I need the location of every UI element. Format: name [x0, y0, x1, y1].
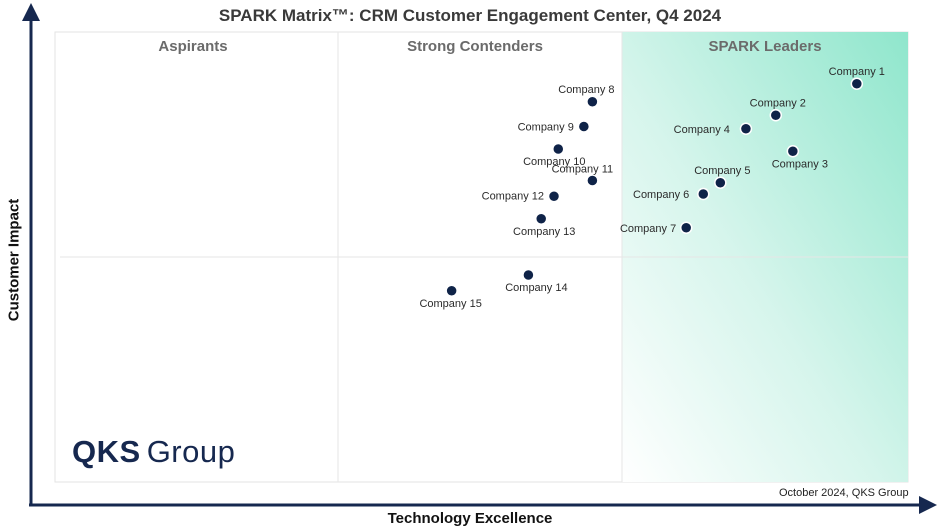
- point-company-4: [739, 122, 753, 135]
- point-label-company-5: Company 5: [694, 165, 750, 177]
- point-company-15: [445, 284, 458, 297]
- y-axis-label: Customer Impact: [5, 198, 23, 322]
- point-company-9: [577, 120, 591, 133]
- point-company-12: [547, 190, 561, 203]
- point-company-2: [769, 109, 783, 122]
- point-label-company-6: Company 6: [633, 189, 689, 201]
- quadrant-label-aspirants: Aspirants: [158, 38, 227, 55]
- x-axis-label: Technology Excellence: [387, 510, 553, 527]
- point-label-company-10: Company 10: [523, 156, 585, 168]
- data-points: Company 1 Company 2 Company 3 Company 4 Comp…: [419, 66, 884, 310]
- point-label-company-7: Company 7: [620, 223, 676, 235]
- quadrant-label-strong-contenders: Strong Contenders: [407, 38, 543, 55]
- point-company-5: [714, 176, 727, 189]
- point-label-company-15: Company 15: [419, 298, 481, 310]
- point-company-1: [850, 77, 864, 90]
- point-label-company-8: Company 8: [558, 84, 614, 96]
- source-footnote: October 2024, QKS Group: [779, 487, 909, 499]
- point-company-3: [786, 145, 800, 158]
- point-company-6: [697, 187, 710, 201]
- logo-regular-text: Group: [146, 434, 236, 469]
- point-label-company-4: Company 4: [674, 124, 730, 136]
- qks-group-logo: QKS Group: [72, 434, 235, 470]
- point-label-company-9: Company 9: [518, 122, 574, 134]
- point-label-company-14: Company 14: [505, 282, 567, 294]
- point-company-11: [586, 174, 599, 187]
- point-label-company-1: Company 1: [829, 66, 885, 78]
- point-company-8: [586, 95, 599, 108]
- point-label-company-2: Company 2: [750, 97, 806, 109]
- point-company-13: [534, 212, 548, 225]
- point-label-company-13: Company 13: [513, 226, 575, 238]
- point-company-7: [679, 221, 693, 234]
- logo-bold-text: QKS: [72, 434, 141, 469]
- point-label-company-3: Company 3: [772, 158, 828, 170]
- point-label-company-12: Company 12: [482, 190, 544, 202]
- quadrant-label-spark-leaders: SPARK Leaders: [708, 38, 821, 55]
- point-company-10: [552, 142, 565, 156]
- point-label-company-11: Company 11: [552, 164, 614, 176]
- point-company-14: [522, 268, 535, 282]
- chart-title: SPARK Matrix™: CRM Customer Engagement C…: [218, 6, 722, 25]
